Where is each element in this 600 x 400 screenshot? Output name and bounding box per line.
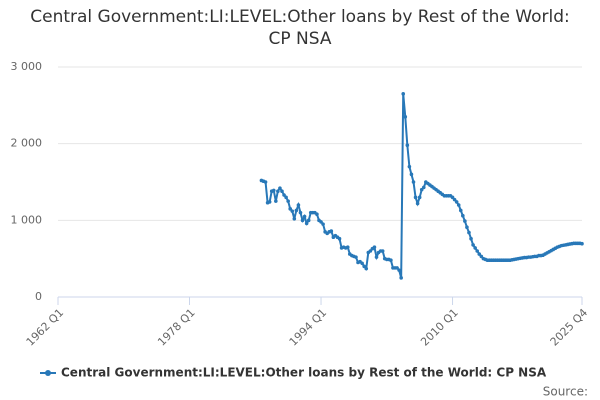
legend-label: Central Government:LI:LEVEL:Other loans … xyxy=(61,366,547,380)
point xyxy=(319,220,323,224)
point xyxy=(461,213,465,218)
point xyxy=(294,208,299,213)
point xyxy=(469,236,473,241)
point xyxy=(290,209,295,213)
y-tick-label: 0 xyxy=(35,290,42,303)
point xyxy=(278,186,282,190)
point xyxy=(288,207,293,211)
point xyxy=(364,266,369,271)
point xyxy=(399,276,403,280)
point xyxy=(421,185,426,190)
point xyxy=(374,255,379,259)
point xyxy=(302,214,307,219)
source: Source: xyxy=(543,385,588,399)
point xyxy=(271,188,276,193)
point xyxy=(372,245,377,249)
point xyxy=(465,225,469,230)
point xyxy=(276,189,280,193)
x-tick-label: 1994 Q1 xyxy=(287,306,330,349)
point xyxy=(321,222,325,226)
point xyxy=(368,249,373,253)
point xyxy=(409,172,414,177)
point xyxy=(280,189,284,193)
point xyxy=(479,254,484,259)
point xyxy=(267,200,272,204)
point xyxy=(413,195,418,200)
point xyxy=(345,245,350,249)
point xyxy=(284,195,288,200)
point xyxy=(473,246,477,250)
point xyxy=(360,261,364,266)
point xyxy=(419,187,424,192)
point xyxy=(304,221,309,226)
y-tick-label: 1 000 xyxy=(11,213,43,226)
y-tick-label: 2 000 xyxy=(11,137,43,150)
point xyxy=(415,201,420,206)
point xyxy=(458,208,463,213)
point xyxy=(286,199,290,203)
point xyxy=(454,200,459,204)
point xyxy=(467,230,471,235)
point xyxy=(380,249,385,253)
point xyxy=(450,195,455,200)
point xyxy=(362,264,366,269)
point xyxy=(389,258,393,263)
point xyxy=(300,218,305,223)
point xyxy=(401,92,406,96)
point xyxy=(395,266,399,270)
point xyxy=(456,203,461,207)
point xyxy=(407,164,412,169)
chart-title: Central Government:LI:LEVEL:Other loans … xyxy=(30,7,570,49)
point xyxy=(263,180,268,184)
point xyxy=(411,180,416,184)
point xyxy=(477,252,482,256)
series-line xyxy=(261,93,583,279)
point xyxy=(463,219,467,223)
point xyxy=(397,268,401,272)
point xyxy=(274,199,278,203)
point xyxy=(315,212,319,216)
point xyxy=(354,255,358,259)
x-tick-label: 1962 Q1 xyxy=(24,306,67,349)
legend-marker xyxy=(45,370,51,376)
point xyxy=(306,218,311,223)
point xyxy=(580,241,584,246)
point xyxy=(296,203,301,207)
point xyxy=(475,249,480,253)
point xyxy=(282,193,286,197)
x-tick-label: 1978 Q1 xyxy=(155,306,198,349)
point xyxy=(417,195,422,200)
point xyxy=(471,243,475,247)
point xyxy=(298,210,303,215)
point xyxy=(329,229,334,233)
point xyxy=(292,217,297,221)
point xyxy=(405,143,410,147)
x-tick-label: 2025 Q4 xyxy=(548,306,591,349)
x-tick-label: 2010 Q1 xyxy=(418,306,461,349)
point xyxy=(403,115,408,119)
point xyxy=(337,236,342,241)
y-tick-label: 3 000 xyxy=(11,60,43,73)
point xyxy=(452,197,457,202)
